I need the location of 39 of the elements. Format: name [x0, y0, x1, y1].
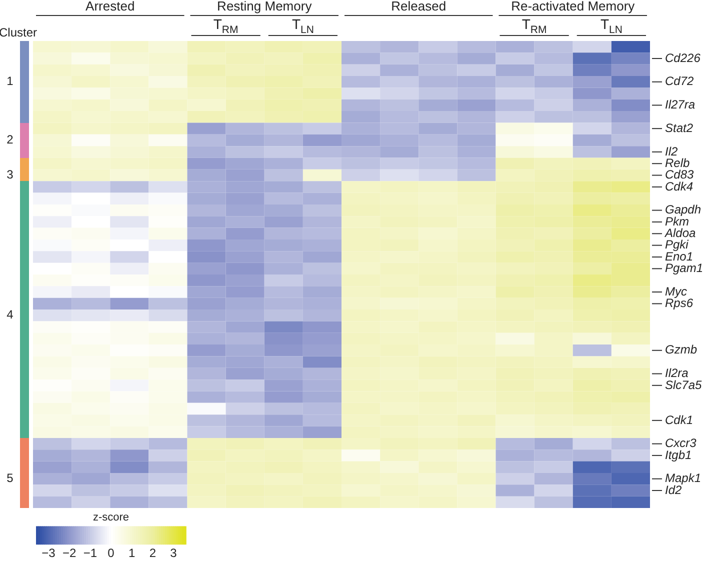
color-bar-label: 2: [149, 546, 156, 560]
color-bar-label: −1: [83, 546, 98, 560]
y2-tick-label: Cd226: [665, 50, 701, 65]
y2-tick-label: Pgki: [665, 238, 689, 252]
color-bar-label: −2: [62, 546, 76, 560]
y2-tick-label: Relb: [665, 156, 690, 170]
y2-tick-label: Il2: [665, 144, 678, 158]
y2-tick-label: Myc: [665, 284, 687, 298]
y-tick-label: 5: [6, 471, 14, 486]
y2-tick-label: Slc7a5: [665, 378, 702, 392]
y2-tick-label: Il2ra: [665, 366, 689, 380]
y2-tick-label: Itgb1: [665, 448, 692, 462]
text: Resting Memory: [217, 0, 312, 14]
y2-tick-label: Cxcr3: [665, 436, 697, 450]
y2-tick-label: Cd83: [665, 168, 694, 182]
text: Re-activated Memory: [511, 0, 636, 14]
y2-tick-label: Pkm: [665, 214, 690, 228]
y2-tick-label: Cdk4: [665, 179, 694, 194]
color-bar-label: 1: [128, 546, 136, 560]
y-tick-label: 2: [6, 132, 14, 147]
y2-tick-label: Gzmb: [665, 342, 698, 357]
y2-tick-label: Cd72: [665, 74, 694, 88]
y2-tick-label: Pgam1: [665, 261, 704, 276]
y-tick-label: 4: [6, 308, 14, 322]
text: Arrested: [86, 0, 135, 14]
y2-tick-label: Id2: [665, 482, 682, 497]
color-bar-title: z-score: [92, 512, 130, 524]
y2-tick-label: Mapk1: [665, 471, 702, 486]
y2-tick-label: Stat2: [665, 120, 694, 135]
y2-tick-label: Il27ra: [665, 98, 696, 112]
y-tick-label: 3: [6, 168, 14, 182]
color-bar-label: −3: [42, 546, 56, 560]
y2-tick-label: Cdk1: [665, 412, 694, 427]
y-tick-label: 1: [6, 74, 14, 88]
color-bar-label: 3: [170, 546, 178, 560]
y2-tick-label: Gapdh: [665, 202, 702, 217]
color-bar-label: 0: [108, 546, 115, 560]
text: Released: [391, 0, 446, 14]
y2-tick-label: Aldoa: [664, 226, 696, 240]
